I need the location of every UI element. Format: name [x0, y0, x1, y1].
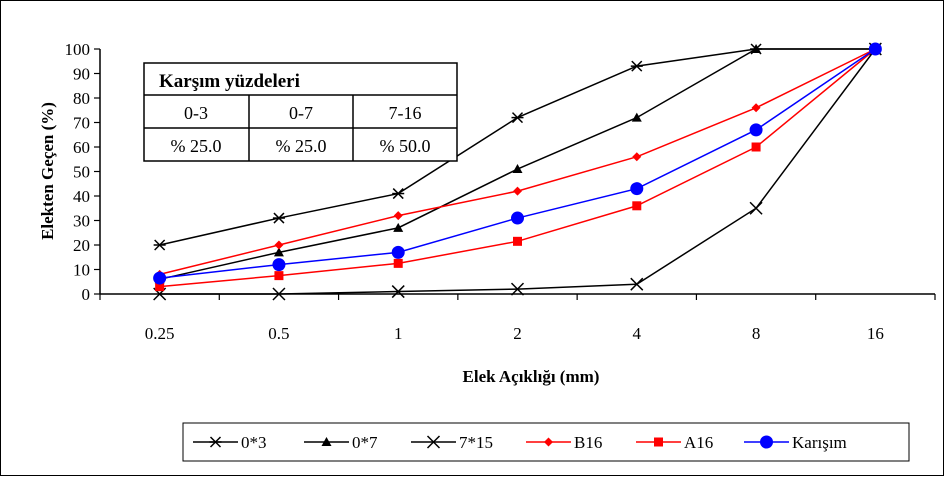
series-Karışım — [153, 42, 882, 285]
legend-marker — [544, 437, 553, 447]
x-tick-label: 0.25 — [145, 324, 175, 343]
y-tick-label: 90 — [73, 65, 90, 84]
legend-marker — [654, 437, 663, 447]
table-header-cell: 0-3 — [184, 103, 208, 123]
table-title: Karşım yüzdeleri — [159, 71, 300, 92]
table-value-cell: % 25.0 — [171, 136, 222, 156]
x-axis: 0.25 0.5 1 2 4 8 16 — [99, 294, 936, 343]
data-point — [392, 188, 405, 200]
table-header-cell: 7-16 — [389, 103, 422, 123]
legend-label: B16 — [574, 433, 602, 452]
x-tick-label: 8 — [752, 324, 761, 343]
data-point — [153, 239, 166, 251]
legend-marker — [209, 436, 222, 448]
data-point — [632, 201, 642, 211]
x-tick-label: 2 — [513, 324, 522, 343]
legend-label: 7*15 — [459, 433, 493, 452]
table-value-cell: % 50.0 — [380, 136, 431, 156]
data-point — [511, 211, 524, 225]
y-tick-label: 80 — [73, 89, 90, 108]
y-tick-label: 60 — [73, 138, 90, 157]
legend-marker — [760, 435, 773, 449]
data-point — [153, 271, 167, 285]
y-tick-label: 50 — [73, 163, 90, 182]
table-value-cell: % 25.0 — [276, 136, 327, 156]
data-point — [512, 164, 523, 174]
y-tick-label: 0 — [82, 285, 91, 304]
data-point — [155, 282, 165, 292]
data-point — [391, 245, 405, 259]
data-point — [272, 212, 285, 224]
legend-marker — [426, 435, 441, 449]
legend-item: 0*3 — [193, 433, 267, 452]
data-point — [274, 240, 284, 250]
x-tick-label: 4 — [633, 324, 642, 343]
data-point — [751, 103, 761, 113]
x-axis-title: Elek Açıklığı (mm) — [463, 367, 600, 386]
data-point — [393, 258, 403, 268]
legend-label: Karışım — [792, 433, 847, 452]
legend-item: 7*15 — [411, 433, 493, 452]
data-point — [630, 60, 643, 72]
legend: 0*3 0*7 7*15 B16 A16 Karışım — [182, 422, 910, 462]
y-axis: 0 10 20 30 40 50 60 70 80 90 100 — [65, 40, 100, 304]
data-point — [272, 287, 286, 301]
y-tick-label: 30 — [73, 212, 90, 231]
data-point — [393, 211, 403, 221]
data-point — [868, 42, 882, 56]
y-tick-label: 70 — [73, 114, 90, 133]
y-axis-title: Elekten Geçen (%) — [38, 102, 57, 240]
data-point — [391, 285, 405, 299]
data-point — [274, 271, 284, 281]
y-tick-label: 40 — [73, 187, 90, 206]
y-tick-label: 100 — [65, 40, 91, 59]
y-tick-label: 20 — [73, 236, 90, 255]
table-header-cell: 0-7 — [289, 103, 313, 123]
data-point — [751, 44, 762, 53]
data-point — [632, 152, 642, 162]
legend-item: 0*7 — [304, 433, 378, 452]
mix-percentages-table: Karşım yüzdeleri 0-3 0-7 7-16 % 25.0 % 2… — [143, 62, 458, 162]
data-point — [510, 282, 525, 296]
data-point — [630, 182, 644, 196]
legend-label: 0*3 — [241, 433, 267, 452]
x-tick-label: 0.5 — [268, 324, 289, 343]
data-point — [513, 186, 522, 196]
x-tick-label: 1 — [394, 324, 403, 343]
data-point — [393, 222, 404, 232]
data-point — [513, 236, 522, 246]
data-point — [751, 142, 761, 152]
x-tick-label: 16 — [867, 324, 884, 343]
y-tick-label: 10 — [73, 261, 90, 280]
legend-label: A16 — [684, 433, 713, 452]
data-point — [630, 277, 644, 291]
legend-item: B16 — [526, 433, 602, 452]
data-point — [749, 123, 763, 137]
data-point — [273, 247, 284, 257]
data-point — [749, 201, 763, 215]
legend-item: A16 — [636, 433, 713, 452]
data-point — [631, 112, 642, 122]
legend-marker — [321, 437, 332, 446]
legend-item: Karışım — [744, 433, 847, 452]
data-point — [272, 258, 286, 272]
legend-label: 0*7 — [352, 433, 378, 452]
data-point — [511, 112, 524, 124]
series-layer — [153, 42, 882, 301]
